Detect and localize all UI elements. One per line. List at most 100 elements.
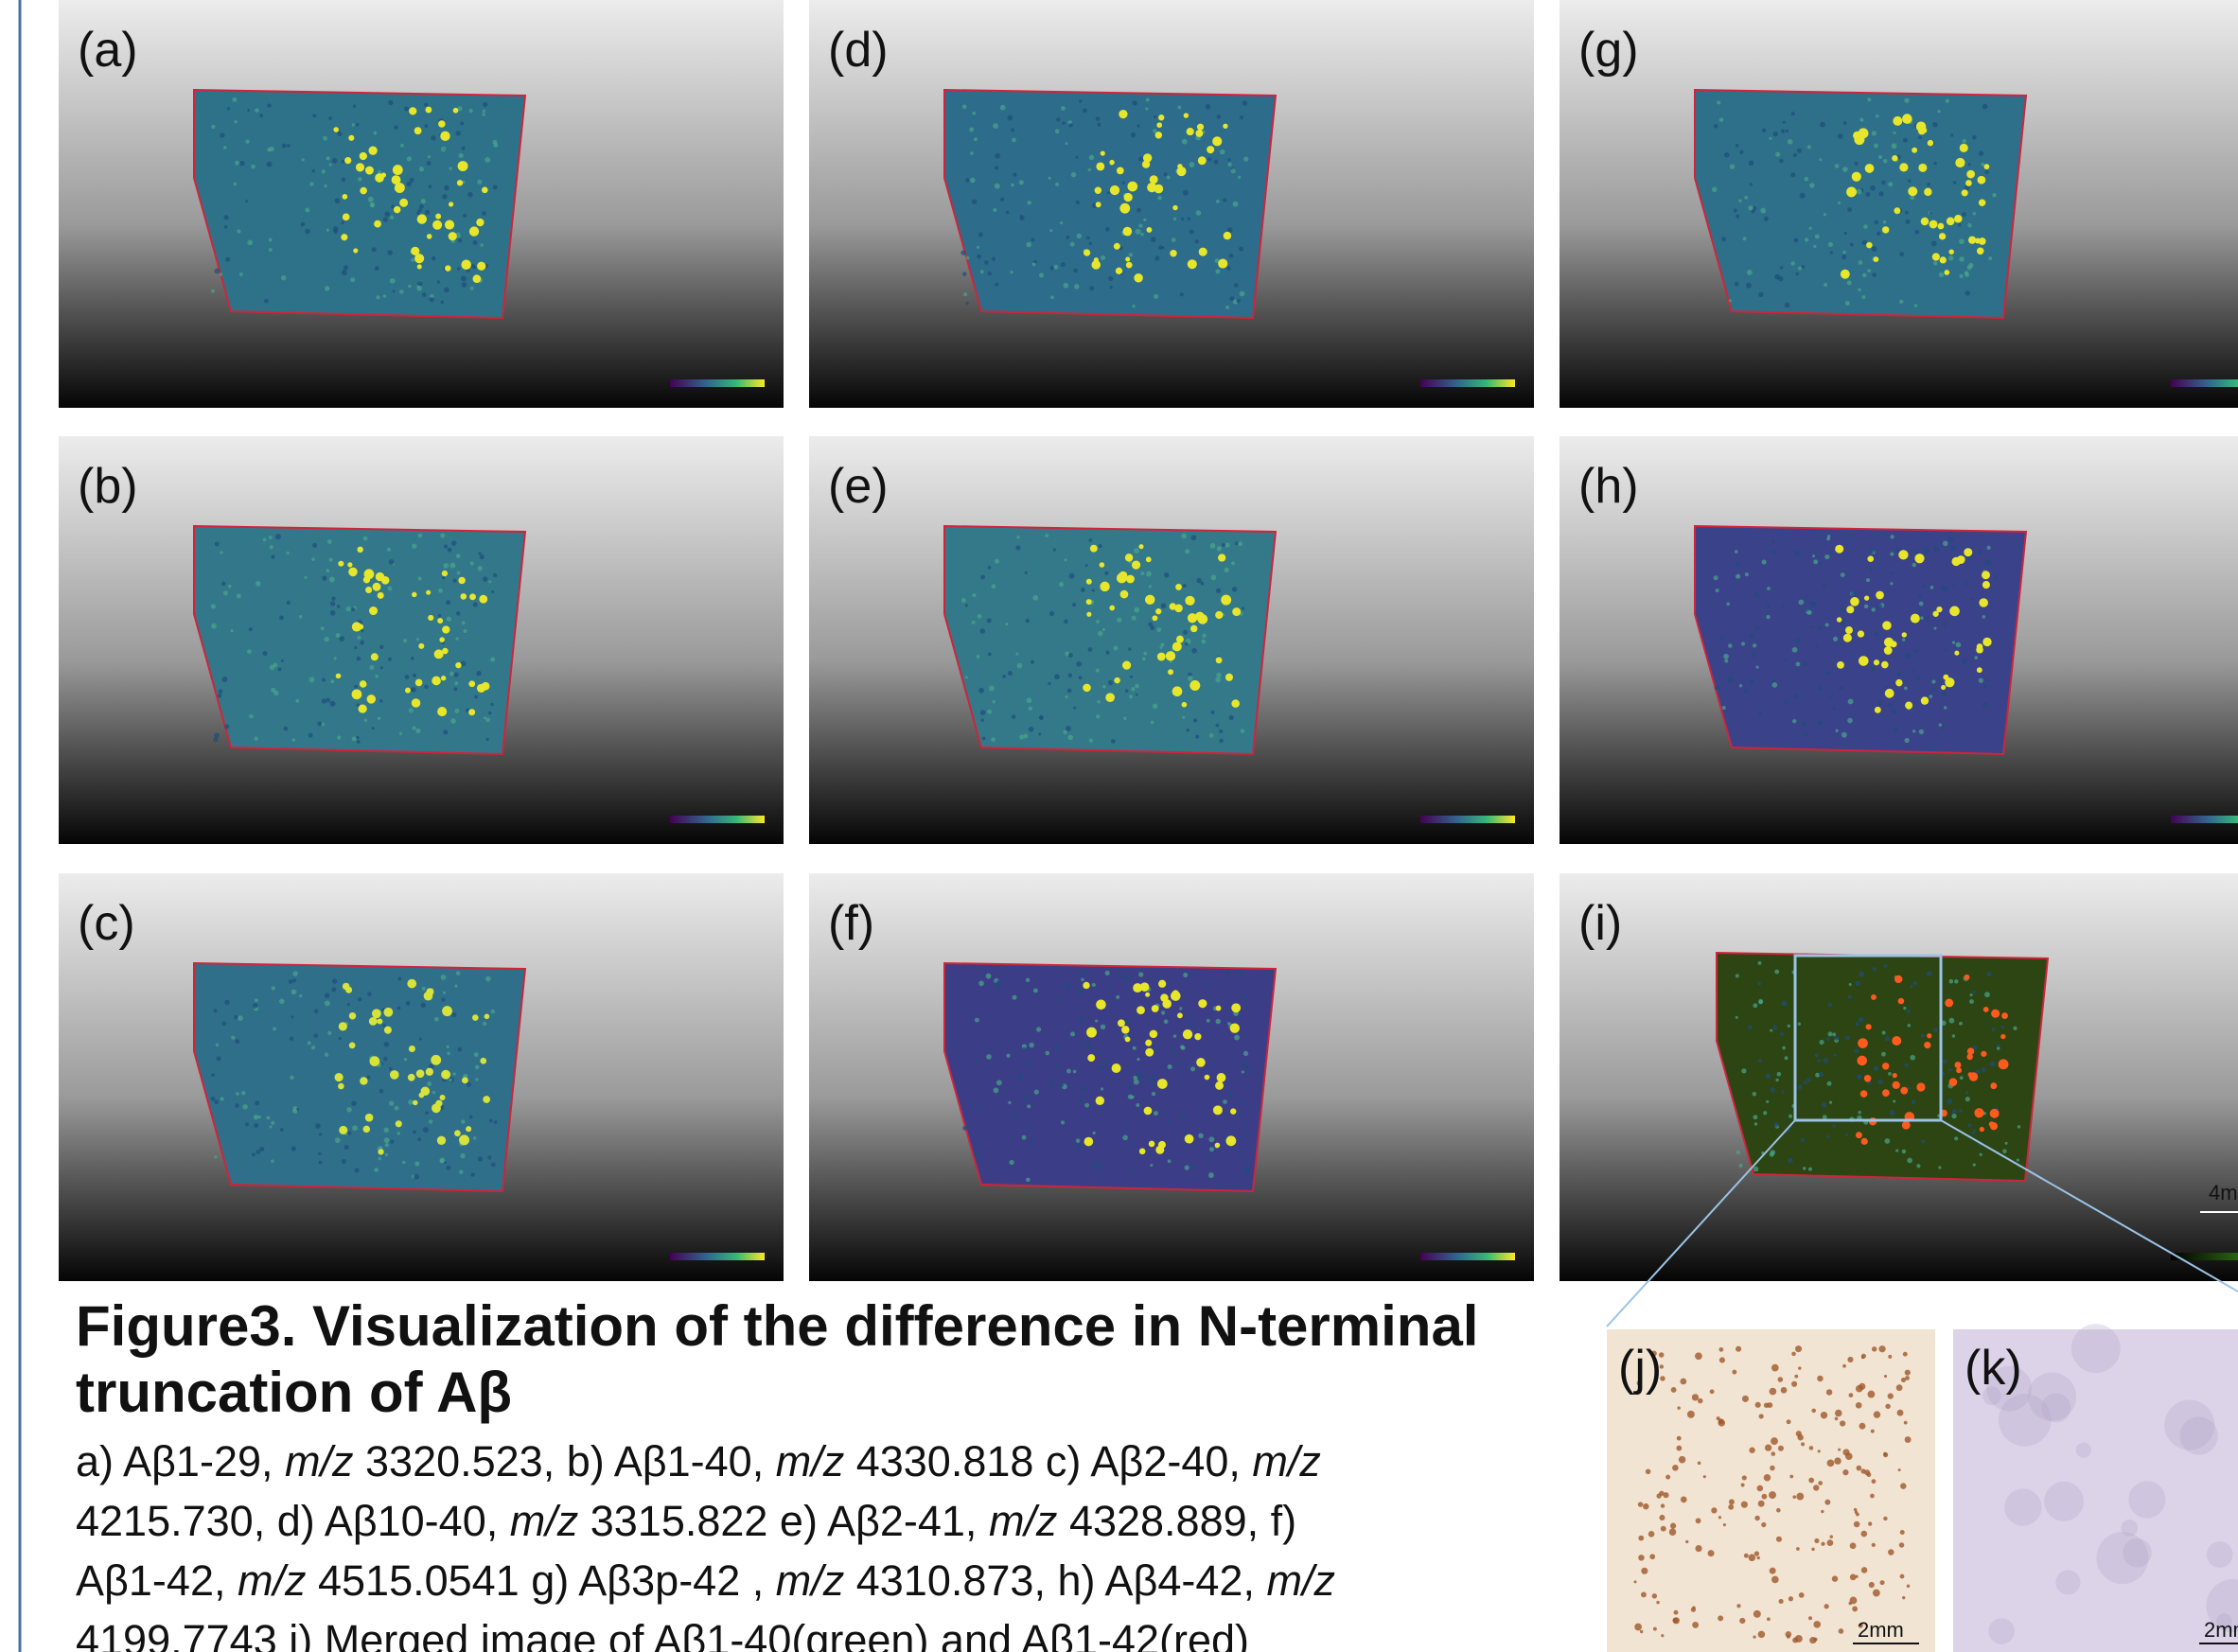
speckle (1969, 999, 1974, 1004)
speckle (1930, 212, 1932, 215)
speckle (1234, 1035, 1240, 1041)
stain-dot (1769, 1491, 1776, 1499)
stain-dot (1698, 1398, 1702, 1403)
speckle (247, 649, 252, 654)
stain-dot (1687, 1411, 1695, 1418)
speckle (1026, 1063, 1031, 1067)
stain-dot (1676, 1446, 1682, 1451)
speckle (1066, 726, 1071, 731)
speckle (1193, 718, 1197, 722)
speckle (1847, 718, 1853, 724)
speckle (1210, 574, 1216, 580)
speckle (1217, 114, 1221, 118)
speckle (223, 146, 227, 149)
speckle (1829, 694, 1833, 698)
stain-dot (1761, 1522, 1766, 1527)
hotspot (1150, 175, 1158, 184)
speckle (1032, 595, 1038, 601)
speckle (1848, 995, 1852, 999)
speckle (1076, 1138, 1081, 1143)
hotspot (1119, 110, 1127, 118)
hotspot (427, 234, 432, 239)
speckle (1080, 1098, 1084, 1102)
hotspot (1894, 207, 1900, 214)
speckle (2018, 1125, 2021, 1129)
hotspot (1984, 164, 1990, 169)
speckle (1190, 1165, 1195, 1169)
speckle (1828, 1002, 1832, 1006)
speckle (446, 1166, 450, 1170)
hotspot (1835, 545, 1843, 554)
speckle (1049, 611, 1054, 616)
speckle (1223, 199, 1226, 202)
speckle (1239, 1100, 1242, 1104)
speckle (1063, 730, 1066, 734)
speckle (411, 258, 414, 262)
stain-dot (1771, 1364, 1779, 1372)
speckle (329, 577, 335, 583)
speckle (1903, 138, 1908, 143)
speckle (1844, 232, 1847, 235)
stain-dot (1698, 1461, 1701, 1465)
speckle (1803, 1167, 1806, 1169)
hotspot (1982, 571, 1990, 579)
speckle (1948, 1068, 1952, 1072)
speckle (1053, 265, 1058, 270)
speckle (324, 185, 326, 187)
hotspot (381, 173, 386, 178)
speckle (263, 651, 268, 656)
speckle (1105, 971, 1110, 975)
speckle (393, 290, 396, 292)
stain-dot (1779, 1599, 1784, 1604)
hotspot (445, 220, 454, 229)
speckle (301, 222, 306, 227)
speckle (383, 294, 387, 298)
hotspot (1843, 634, 1852, 642)
speckle (242, 1104, 248, 1110)
speckle (1239, 1114, 1242, 1117)
speckle (1842, 167, 1848, 172)
speckle (1890, 1110, 1895, 1116)
hotspot (418, 643, 424, 649)
hotspot (356, 163, 364, 171)
speckle (279, 999, 285, 1005)
hotspot (441, 676, 446, 680)
speckle (1830, 251, 1833, 254)
speckle (1084, 1042, 1087, 1046)
speckle (1804, 1081, 1807, 1084)
speckle (1985, 560, 1991, 566)
speckle (1097, 700, 1101, 704)
speckle (1060, 221, 1063, 224)
panel: (c) (59, 873, 784, 1281)
speckle (1902, 1150, 1907, 1154)
speckle (444, 544, 448, 548)
stain-dot (1640, 1630, 1643, 1633)
panel: (h) (1560, 436, 2238, 844)
speckle (328, 116, 332, 120)
stain-dot (2028, 1372, 2076, 1420)
hotspot (416, 1069, 425, 1078)
speckle (1888, 703, 1893, 708)
speckle (1851, 591, 1856, 596)
hotspot (482, 186, 488, 193)
panel: (f) (809, 873, 1534, 1281)
speckle (1244, 1133, 1248, 1136)
stain-dot (1776, 1537, 1782, 1542)
speckle (397, 1007, 401, 1011)
speckle (419, 204, 424, 209)
speckle (245, 139, 249, 143)
speckle (1229, 296, 1234, 301)
speckle (1726, 602, 1730, 606)
hotspot (1157, 1079, 1168, 1089)
speckle (972, 200, 977, 204)
stain-dot (1754, 1551, 1759, 1555)
speckle (1842, 732, 1847, 738)
stain-dot (1827, 1539, 1834, 1546)
hotspot (1230, 1108, 1236, 1114)
hotspot (1876, 591, 1884, 600)
hotspot (1974, 1108, 1983, 1117)
speckle (1143, 219, 1146, 221)
speckle (992, 700, 995, 703)
stain-dot (2123, 1538, 2152, 1568)
stain-dot (1809, 1446, 1814, 1450)
